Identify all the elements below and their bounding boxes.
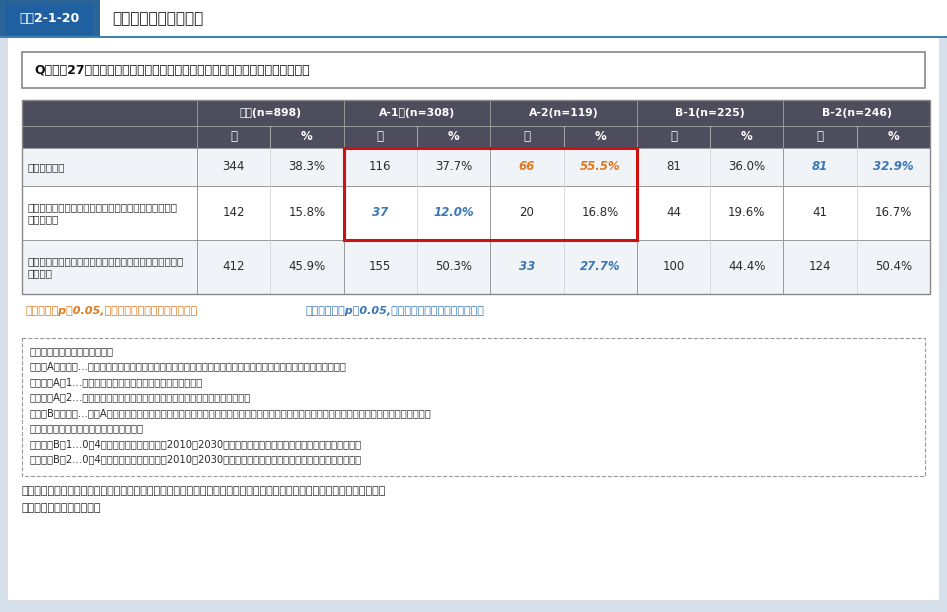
Text: 27.7%: 27.7%: [580, 261, 620, 274]
Text: 15.8%: 15.8%: [289, 206, 326, 220]
Bar: [0, 36, 947, 38]
Text: ・分類A－2…市町村の中に一部過疎地域を含む又は市町村の中に離島を含む: ・分類A－2…市町村の中に一部過疎地域を含む又は市町村の中に離島を含む: [30, 392, 251, 403]
Text: %: %: [595, 130, 606, 143]
Text: 66: 66: [519, 160, 535, 173]
Text: 116: 116: [369, 160, 391, 173]
Text: 保育所の統廃合の状況: 保育所の統廃合の状況: [112, 12, 204, 26]
Text: 16.8%: 16.8%: [581, 206, 618, 220]
Text: 124: 124: [809, 261, 831, 274]
Text: 142: 142: [223, 206, 245, 220]
Text: 数: 数: [524, 130, 530, 143]
Text: 12.0%: 12.0%: [433, 206, 474, 220]
Text: 55.5%: 55.5%: [580, 160, 620, 173]
Text: 44.4%: 44.4%: [728, 261, 765, 274]
Text: 412: 412: [223, 261, 245, 274]
Text: 図表2-1-20: 図表2-1-20: [19, 12, 80, 26]
Text: ブルー：p＜0.05,全体の割合と比べて割合が低い: ブルー：p＜0.05,全体の割合と比べて割合が低い: [306, 306, 485, 316]
Text: Q　平成27年度以降の貴自治体内保育所等の統廃合について教えてください。: Q 平成27年度以降の貴自治体内保育所等の統廃合について教えてください。: [34, 64, 310, 76]
Text: A-2(n=119): A-2(n=119): [528, 108, 599, 118]
Bar: [0, 0, 947, 38]
Text: 37: 37: [372, 206, 388, 220]
Text: %: %: [448, 130, 459, 143]
Text: 155: 155: [369, 261, 391, 274]
Bar: [22, 148, 930, 186]
Text: 50.4%: 50.4%: [875, 261, 912, 274]
Bar: [100, 0, 947, 38]
Text: 44: 44: [666, 206, 681, 220]
Text: 50.3%: 50.3%: [435, 261, 472, 274]
Text: 緩やかに人口減少が起こる地域とに分類: 緩やかに人口減少が起こる地域とに分類: [30, 424, 144, 433]
Text: 19.6%: 19.6%: [728, 206, 765, 220]
Bar: [344, 148, 636, 240]
Text: B-1(n=225): B-1(n=225): [675, 108, 745, 118]
Text: 数: 数: [230, 130, 237, 143]
Bar: [22, 240, 930, 294]
Text: ・分類B－1…0～4歳人口の将来推計人口の2010～2030年の増減率について中央値より減少率が高い市町村: ・分類B－1…0～4歳人口の将来推計人口の2010～2030年の増減率について中…: [30, 439, 362, 449]
Text: 81: 81: [666, 160, 681, 173]
Bar: [22, 338, 925, 476]
Text: 38.3%: 38.3%: [289, 160, 326, 173]
Text: 45.9%: 45.9%: [288, 261, 326, 274]
Text: %: %: [301, 130, 313, 143]
Text: 344: 344: [223, 160, 245, 173]
Text: %: %: [741, 130, 753, 143]
Text: ・分類B－2…0～4歳人口の将来推計人口の2010～2030年の増減率について中央値より減少率が低い市町村: ・分類B－2…0～4歳人口の将来推計人口の2010～2030年の増減率について中…: [30, 455, 362, 465]
Text: 統廃合をした: 統廃合をした: [27, 162, 64, 172]
Text: 数: 数: [377, 130, 384, 143]
Text: 〇分類Bの考え方…分類Aに該当しない地域を、将来的に人口減少の可能性のある市町村とし、以下のとおり、より急速に人口減少が起こる地域と: 〇分類Bの考え方…分類Aに該当しない地域を、将来的に人口減少の可能性のある市町村…: [30, 408, 432, 418]
Text: ・分類A－1…市町村全体が過疎地域又は市町村全体が離島: ・分類A－1…市町村全体が過疎地域又は市町村全体が離島: [30, 377, 204, 387]
Text: 資料：令和２年度子ども・子育て支援推進調査研究事業「人口減少地域等における保育に関するニーズや事業継続に向けた: 資料：令和２年度子ども・子育て支援推進調査研究事業「人口減少地域等における保育に…: [22, 486, 386, 496]
Text: 32.9%: 32.9%: [873, 160, 914, 173]
Text: 33: 33: [519, 261, 535, 274]
Text: 数: 数: [816, 130, 824, 143]
Text: 41: 41: [813, 206, 828, 220]
Text: これまで統廃合をしておらず、今後も、統廃合を行う予
定はない: これまで統廃合をしておらず、今後も、統廃合を行う予 定はない: [27, 256, 184, 278]
Text: B-2(n=246): B-2(n=246): [822, 108, 892, 118]
Text: 37.7%: 37.7%: [435, 160, 473, 173]
Text: 〇分類Aの考え方…過疎地域・離島含む人口減少の影響下にある市町村を、過疎地域や離島を基に以下のとおり分類: 〇分類Aの考え方…過疎地域・離島含む人口減少の影響下にある市町村を、過疎地域や離…: [30, 362, 347, 371]
Bar: [5, 3, 93, 35]
Text: 36.0%: 36.0%: [728, 160, 765, 173]
Text: 100: 100: [662, 261, 685, 274]
Text: これまで統廃合をしていないが、今後、統廃合を行う
予定がある: これまで統廃合をしていないが、今後、統廃合を行う 予定がある: [27, 202, 177, 224]
Text: 数: 数: [670, 130, 677, 143]
Text: （参考）自治体の分類の考え方: （参考）自治体の分類の考え方: [30, 346, 114, 356]
Text: オレンジ：p＜0.05,全体の割合と比べて割合が高い: オレンジ：p＜0.05,全体の割合と比べて割合が高い: [26, 306, 198, 316]
Text: A-1　(n=308): A-1 (n=308): [379, 108, 455, 118]
Bar: [22, 100, 930, 148]
Bar: [22, 100, 930, 294]
Text: 16.7%: 16.7%: [875, 206, 912, 220]
Text: 全体(n=898): 全体(n=898): [240, 108, 301, 118]
Bar: [22, 186, 930, 240]
Text: 20: 20: [519, 206, 534, 220]
Text: 取組事例に関する調査」: 取組事例に関する調査」: [22, 503, 101, 513]
Text: 81: 81: [812, 160, 829, 173]
Bar: [22, 52, 925, 88]
Text: %: %: [887, 130, 900, 143]
